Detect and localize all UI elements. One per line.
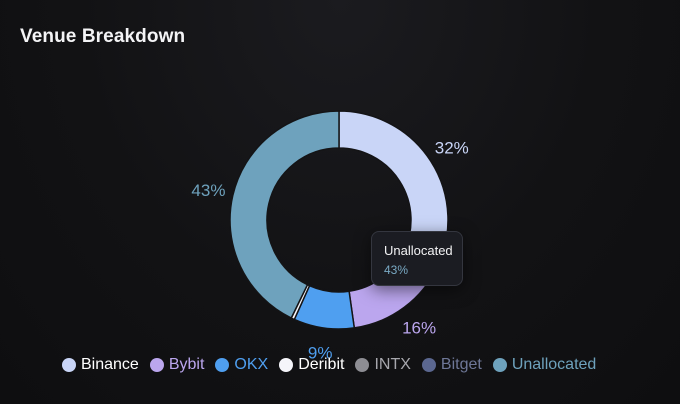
- legend-swatch-icon: [215, 358, 230, 372]
- legend-swatch-icon: [279, 358, 294, 372]
- chart-title: Venue Breakdown: [20, 26, 186, 47]
- legend-swatch-icon: [421, 358, 436, 372]
- legend-label: Deribit: [298, 356, 345, 373]
- legend-item-deribit[interactable]: Deribit: [279, 355, 344, 375]
- legend-item-bybit[interactable]: Bybit: [149, 355, 205, 375]
- chart-tooltip: Unallocated 43%: [371, 231, 463, 286]
- legend-label: OKX: [234, 356, 269, 373]
- legend-label: INTX: [374, 356, 411, 373]
- legend-swatch-icon: [492, 358, 507, 372]
- legend-swatch-icon: [355, 358, 370, 372]
- data-label-bybit: 16%: [402, 318, 436, 337]
- chart-legend: Binance Bybit OKX Deribit INTX Bitget Unalloca…: [62, 355, 596, 375]
- legend-label: Binance: [81, 356, 139, 373]
- data-label-okx: 9%: [308, 344, 333, 363]
- legend-label: Bitget: [440, 356, 482, 373]
- legend-item-unallocated[interactable]: Unallocated: [492, 355, 597, 375]
- data-label-unallocated: 43%: [191, 181, 225, 200]
- legend-item-okx[interactable]: OKX: [215, 355, 268, 375]
- data-label-binance: 32%: [435, 139, 469, 158]
- tooltip-series-name: Unallocated: [384, 243, 453, 258]
- legend-swatch-icon: [149, 358, 164, 372]
- legend-item-intx[interactable]: INTX: [355, 355, 411, 375]
- legend-item-binance[interactable]: Binance: [62, 355, 139, 375]
- legend-label: Bybit: [168, 356, 205, 373]
- donut-slice-unallocated[interactable]: [229, 110, 340, 319]
- legend-label: Unallocated: [511, 356, 597, 373]
- tooltip-series-value: 43%: [384, 263, 409, 277]
- legend-item-bitget[interactable]: Bitget: [421, 355, 482, 375]
- legend-swatch-icon: [62, 358, 76, 372]
